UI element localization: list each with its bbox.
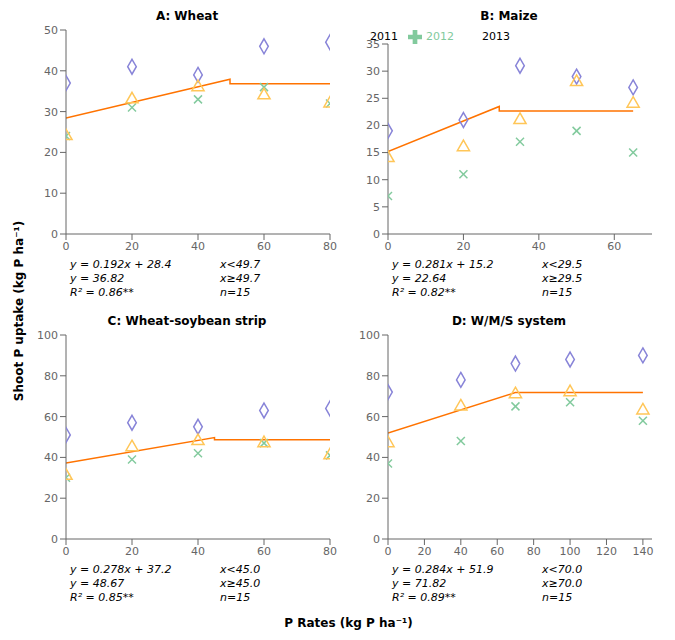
svg-text:100: 100 [359, 329, 380, 342]
html-text:x≥70.0: x≥70.0 [542, 577, 583, 590]
svg-text:60: 60 [44, 411, 58, 424]
html-text:n=15: n=15 [220, 591, 251, 604]
svg-text:10: 10 [366, 174, 380, 187]
svg-text:15: 15 [366, 146, 380, 159]
svg-text:80: 80 [366, 370, 380, 383]
svg-text:20: 20 [456, 240, 470, 253]
html-text:R² = 0.82**: R² = 0.82** [392, 286, 456, 299]
html-text:x<70.0: x<70.0 [542, 563, 583, 576]
html-text:P Rates (kg P ha⁻¹): P Rates (kg P ha⁻¹) [284, 616, 413, 630]
svg-text:40: 40 [532, 240, 546, 253]
html-text:n=15: n=15 [542, 591, 573, 604]
html-text:y = 0.278x + 37.2: y = 0.278x + 37.2 [70, 563, 172, 576]
svg-text:120: 120 [596, 545, 617, 558]
svg-text:0: 0 [385, 545, 392, 558]
svg-text:5: 5 [373, 201, 380, 214]
html-text:x<45.0: x<45.0 [220, 563, 261, 576]
html-text:2012: 2012 [426, 30, 454, 43]
svg-text:140: 140 [632, 545, 653, 558]
svg-text:25: 25 [366, 92, 380, 105]
svg-text:10: 10 [44, 187, 58, 200]
html-text:x≥49.7: x≥49.7 [220, 272, 261, 285]
svg-text:20: 20 [44, 146, 58, 159]
html-text:B: Maize: B: Maize [480, 9, 538, 23]
svg-text:20: 20 [366, 119, 380, 132]
svg-text:30: 30 [366, 65, 380, 78]
html-text:D: W/M/S system: D: W/M/S system [451, 314, 567, 328]
html-text:y = 36.82: y = 36.82 [70, 272, 125, 285]
html-text:n=15: n=15 [542, 286, 573, 299]
svg-text:100: 100 [560, 545, 581, 558]
html-text:y = 71.82: y = 71.82 [392, 577, 447, 590]
svg-text:20: 20 [125, 545, 139, 558]
html-text:A: Wheat: A: Wheat [155, 9, 219, 23]
svg-text:0: 0 [373, 228, 380, 241]
svg-text:30: 30 [44, 106, 58, 119]
svg-text:80: 80 [323, 545, 337, 558]
html-text:y = 48.67: y = 48.67 [70, 577, 125, 590]
svg-text:60: 60 [257, 545, 271, 558]
html-text:y = 22.64: y = 22.64 [392, 272, 447, 285]
svg-text:0: 0 [63, 545, 70, 558]
svg-text:0: 0 [51, 228, 58, 241]
svg-text:40: 40 [191, 545, 205, 558]
svg-text:80: 80 [527, 545, 541, 558]
svg-text:40: 40 [454, 545, 468, 558]
html-text:C: Wheat-soybean strip: C: Wheat-soybean strip [107, 314, 267, 328]
html-text:Shoot P uptake (kg P ha⁻¹): Shoot P uptake (kg P ha⁻¹) [12, 220, 26, 402]
html-text:y = 0.284x + 51.9: y = 0.284x + 51.9 [392, 563, 494, 576]
html-text:y = 0.192x + 28.4: y = 0.192x + 28.4 [70, 258, 172, 271]
svg-text:20: 20 [366, 492, 380, 505]
html-text:R² = 0.86**: R² = 0.86** [70, 286, 134, 299]
html-text:x≥29.5: x≥29.5 [542, 272, 583, 285]
svg-text:35: 35 [366, 38, 380, 51]
svg-text:20: 20 [125, 240, 139, 253]
svg-text:20: 20 [417, 545, 431, 558]
svg-text:0: 0 [385, 240, 392, 253]
svg-text:40: 40 [366, 451, 380, 464]
svg-text:0: 0 [373, 533, 380, 546]
svg-text:100: 100 [37, 329, 58, 342]
svg-text:60: 60 [490, 545, 504, 558]
svg-text:80: 80 [323, 240, 337, 253]
svg-text:0: 0 [51, 533, 58, 546]
html-text:R² = 0.85**: R² = 0.85** [70, 591, 134, 604]
html-text:y = 0.281x + 15.2: y = 0.281x + 15.2 [392, 258, 494, 271]
html-text:2013: 2013 [482, 30, 510, 43]
svg-text:60: 60 [366, 411, 380, 424]
html-text:x<49.7: x<49.7 [220, 258, 261, 271]
svg-text:60: 60 [257, 240, 271, 253]
html-text:x<29.5: x<29.5 [542, 258, 583, 271]
html-text:n=15: n=15 [220, 286, 251, 299]
svg-text:20: 20 [44, 492, 58, 505]
svg-text:80: 80 [44, 370, 58, 383]
svg-text:0: 0 [63, 240, 70, 253]
html-text:x≥45.0: x≥45.0 [220, 577, 261, 590]
svg-text:40: 40 [191, 240, 205, 253]
svg-text:40: 40 [44, 451, 58, 464]
svg-text:50: 50 [44, 24, 58, 37]
svg-text:60: 60 [607, 240, 621, 253]
html-text:R² = 0.89**: R² = 0.89** [392, 591, 456, 604]
html-text:2011: 2011 [370, 30, 398, 43]
svg-text:40: 40 [44, 65, 58, 78]
